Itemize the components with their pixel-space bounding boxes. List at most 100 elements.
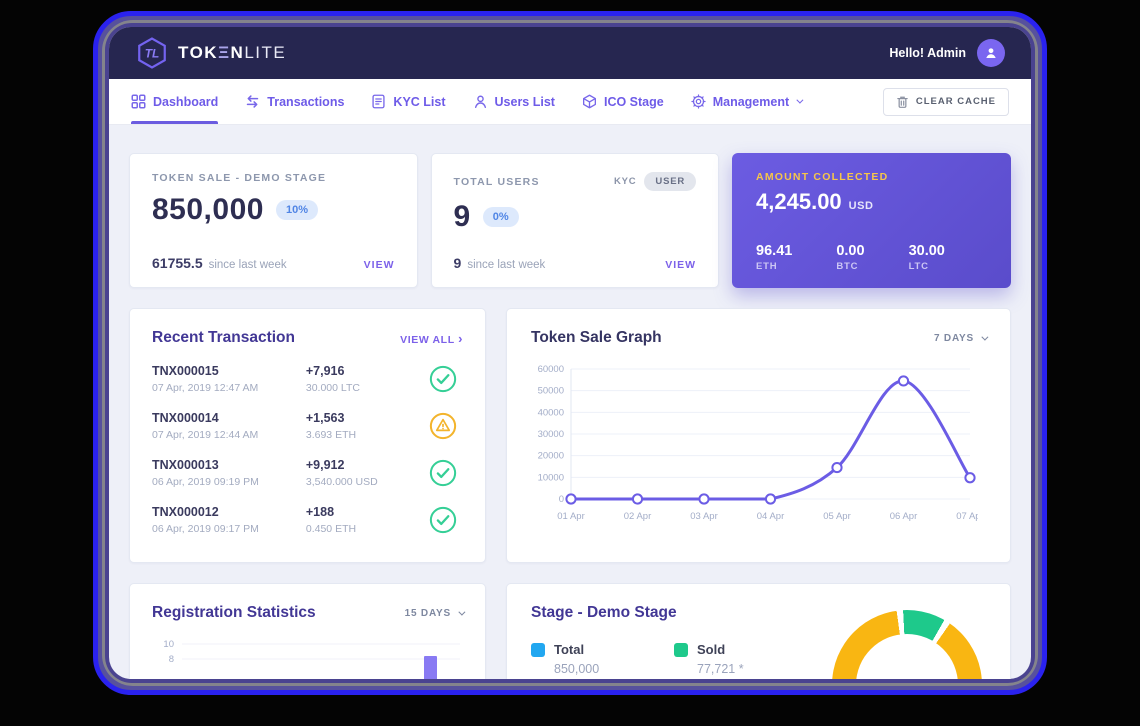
stage-legend: Total 850,000 Sold 77,721 * — [531, 642, 986, 676]
toggle-option-user[interactable]: USER — [644, 172, 697, 191]
toggle-option-kyc[interactable]: KYC — [613, 176, 637, 187]
view-link[interactable]: VIEW — [665, 259, 697, 271]
registration-bar-chart: 108 — [163, 639, 460, 679]
section-title: Token Sale Graph — [531, 329, 662, 346]
svg-text:06 Apr: 06 Apr — [890, 511, 917, 522]
token-sale-graph-card: Token Sale Graph 7 DAYS 60000 50000 40000 3… — [506, 308, 1011, 563]
token-sale-badge: 10% — [275, 200, 318, 220]
breakdown-item: 30.00 LTC — [909, 243, 945, 272]
tx-status — [429, 506, 457, 534]
view-all-link[interactable]: VIEW ALL › — [400, 330, 463, 346]
brand-text: TOKΞNLITE — [178, 43, 287, 62]
chevron-down-icon — [796, 96, 804, 104]
user-icon — [474, 95, 486, 109]
svg-text:01 Apr: 01 Apr — [557, 511, 584, 522]
status-success-icon — [429, 459, 457, 487]
tx-date: 07 Apr, 2019 12:44 AM — [152, 429, 259, 441]
recent-transactions-card: Recent Transaction VIEW ALL › TNX000015 0… — [129, 308, 486, 563]
user-avatar[interactable] — [977, 39, 1005, 67]
delta-value: 9 — [453, 255, 462, 271]
view-link[interactable]: VIEW — [363, 259, 395, 271]
cube-icon — [582, 94, 596, 109]
registration-statistics-card: Registration Statistics 15 DAYS 10 8 — [129, 583, 486, 679]
legend-value: 850,000 — [554, 662, 600, 676]
legend-item: Total 850,000 — [531, 642, 636, 676]
breakdown-unit: LTC — [908, 261, 929, 272]
tab-bar: Dashboard Transactions KYC List User — [109, 79, 1031, 125]
amount-value: 4,245.00 — [756, 189, 842, 214]
section-title: Registration Statistics — [152, 604, 316, 621]
greeting-text: Hello! Admin — [889, 46, 966, 60]
legend-item: Sold 77,721 * — [674, 642, 779, 676]
tx-status — [429, 459, 457, 487]
chevron-down-icon — [458, 608, 466, 616]
range-selector[interactable]: 7 DAYS — [934, 333, 989, 344]
svg-text:50000: 50000 — [538, 386, 564, 397]
transfer-arrows-icon — [247, 95, 259, 108]
breakdown-value: 30.00 — [908, 243, 945, 259]
status-success-icon — [429, 365, 457, 393]
svg-text:05 Apr: 05 Apr — [823, 511, 850, 522]
tab-management[interactable]: Management — [691, 79, 804, 124]
legend-value: 77,721 * — [697, 662, 744, 676]
svg-text:8: 8 — [169, 654, 174, 665]
svg-text:30000: 30000 — [538, 429, 564, 440]
token-sale-line-chart: 60000 50000 40000 30000 20000 10000 0 01 Apr 02 … — [538, 364, 984, 522]
section-title: Recent Transaction — [152, 329, 295, 346]
delta-caption: since last week — [467, 259, 546, 271]
status-warning-icon — [429, 412, 457, 440]
tab-transactions[interactable]: Transactions — [245, 79, 344, 124]
section-title: Stage - Demo Stage — [531, 604, 677, 621]
tx-sub-amount: 30.000 LTC — [305, 382, 360, 394]
card-label: TOTAL USERS — [453, 175, 540, 188]
tab-kyc-list[interactable]: KYC List — [371, 79, 446, 124]
breakdown-unit: BTC — [836, 261, 859, 272]
tab-users-list[interactable]: Users List — [473, 79, 555, 124]
legend-swatch-total — [531, 642, 545, 657]
card-total-users: TOTAL USERS KYC USER 9 0% 9 since last w… — [430, 153, 720, 288]
chevron-right-icon: › — [458, 330, 463, 346]
top-navbar: TL TOKΞNLITE Hello! Admin — [109, 27, 1031, 79]
tokenlite-logo-icon: TL — [138, 37, 166, 69]
token-sale-value: 850,000 — [152, 193, 264, 226]
clear-cache-button[interactable]: CLEAR CACHE — [882, 87, 1009, 116]
transaction-row[interactable]: TNX000014 07 Apr, 2019 12:44 AM +1,563 3.6… — [152, 411, 463, 441]
tab-dashboard[interactable]: Dashboard — [131, 79, 219, 124]
svg-text:60000: 60000 — [538, 364, 564, 375]
donut-hole — [856, 634, 958, 679]
tx-sub-amount: 3.693 ETH — [305, 429, 357, 441]
tx-amount: +9,912 — [305, 458, 345, 472]
app-window: TL TOKΞNLITE Hello! Admin — [109, 27, 1031, 679]
tx-sub-amount: 0.450 ETH — [305, 523, 357, 535]
tx-status — [429, 365, 457, 393]
breakdown-item: 0.00 BTC — [836, 243, 864, 272]
tx-date: 07 Apr, 2019 12:47 AM — [152, 382, 259, 394]
grid-icon — [131, 94, 146, 109]
legend-label: Total — [554, 642, 585, 657]
svg-text:20000: 20000 — [538, 451, 564, 462]
svg-text:03 Apr: 03 Apr — [690, 511, 717, 522]
kyc-user-toggle: KYC USER — [613, 172, 697, 191]
tx-id: TNX000013 — [152, 458, 219, 472]
range-selector[interactable]: 15 DAYS — [405, 608, 466, 619]
brand-logo[interactable]: TL TOKΞNLITE — [135, 36, 286, 70]
svg-text:04 Apr: 04 Apr — [757, 511, 784, 522]
status-success-icon — [429, 506, 457, 534]
tx-sub-amount: 3,540.000 USD — [305, 476, 378, 488]
main-content: TOKEN SALE - DEMO STAGE 850,000 10% 6175… — [109, 125, 1031, 679]
breakdown-value: 0.00 — [836, 243, 865, 259]
svg-text:40000: 40000 — [538, 407, 564, 418]
tx-date: 06 Apr, 2019 09:19 PM — [152, 476, 259, 488]
tx-id: TNX000015 — [152, 364, 219, 378]
card-amount-collected: AMOUNT COLLECTED 4,245.00 USD 96.41 ETH … — [732, 153, 1011, 288]
tab-ico-stage[interactable]: ICO Stage — [582, 79, 664, 124]
transaction-row[interactable]: TNX000013 06 Apr, 2019 09:19 PM +9,912 3,5… — [152, 458, 463, 488]
legend-swatch-sold — [674, 642, 688, 657]
svg-text:10000: 10000 — [538, 472, 564, 483]
stats-row: TOKEN SALE - DEMO STAGE 850,000 10% 6175… — [129, 153, 1011, 288]
transaction-row[interactable]: TNX000015 07 Apr, 2019 12:47 AM +7,916 30.… — [152, 364, 463, 394]
svg-text:TL: TL — [145, 46, 160, 60]
transaction-row[interactable]: TNX000012 06 Apr, 2019 09:17 PM +188 0.450… — [152, 505, 463, 535]
stage-demo-card: Stage - Demo Stage Total 850,000 Sold 77… — [506, 583, 1011, 679]
